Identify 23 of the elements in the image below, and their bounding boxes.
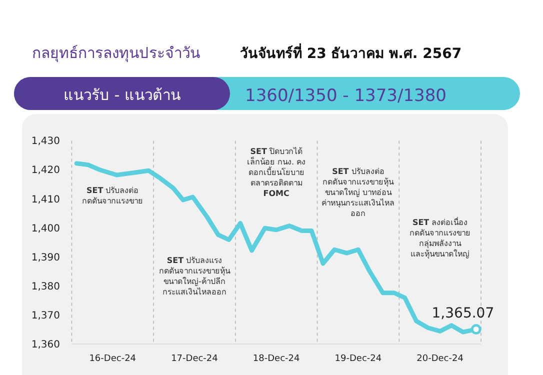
y-tick-label: 1,420 xyxy=(31,165,60,176)
y-tick-label: 1,370 xyxy=(31,310,60,322)
y-tick-label: 1,430 xyxy=(31,136,60,148)
y-tick-label: 1,380 xyxy=(31,281,60,292)
x-tick-label: 20-Dec-24 xyxy=(416,354,464,364)
y-tick-label: 1,390 xyxy=(31,252,60,264)
y-tick-label: 1,360 xyxy=(31,340,60,350)
annotation: SET ปรับลงต่อ กดดันจากแรงขายหุ้น ขนาดใหญ่ บาทอ่อน ค่าหนุนกระแสเงินไหล ออก xyxy=(322,167,395,218)
annotation: SET ปรับลงต่อ กดดันจากแรงขาย xyxy=(82,186,144,206)
text: แนวรับ - แนวต้าน xyxy=(64,86,180,104)
text: 1360/1350 - 1373/1380 xyxy=(245,86,446,106)
annotation: SET ปิดบวกได้ เล็กน้อย กนง. คง ดอกเบี้ยนโยบาย ตลาดรอติดตาม FOMC xyxy=(247,147,306,198)
chart-subtitle: วันจันทร์ที่ 23 ธันวาคม พ.ศ. 2567 xyxy=(240,43,462,62)
x-tick-label: 17-Dec-24 xyxy=(171,354,218,364)
y-tick-label: 1,400 xyxy=(31,223,60,234)
data-label: 1,365.07 xyxy=(432,305,494,322)
chart-title: กลยุทธ์การลงทุนประจำวัน xyxy=(32,44,200,63)
annotation: SET ปรับลงแรง กดดันจากแรงขายหุ้น ขนาดใหญ่-ค้าปลีก กระแสเงินไหลออก xyxy=(158,256,231,296)
x-tick-label: 16-Dec-24 xyxy=(89,354,136,364)
y-tick-label: 1,410 xyxy=(31,194,60,206)
x-tick-label: 18-Dec-24 xyxy=(252,354,300,364)
x-tick-label: 19-Dec-24 xyxy=(334,354,382,364)
annotation: SET ลงต่อเนื่อง กดดันจากแรงขาย กลุ่มพลังงาน และหุ้นขนาดใหญ่ xyxy=(410,216,471,258)
